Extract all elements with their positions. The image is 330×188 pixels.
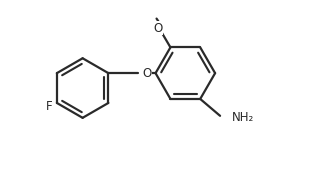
Text: O: O <box>142 67 151 80</box>
Text: F: F <box>46 100 52 113</box>
Text: NH₂: NH₂ <box>232 111 254 124</box>
Text: O: O <box>153 21 162 35</box>
